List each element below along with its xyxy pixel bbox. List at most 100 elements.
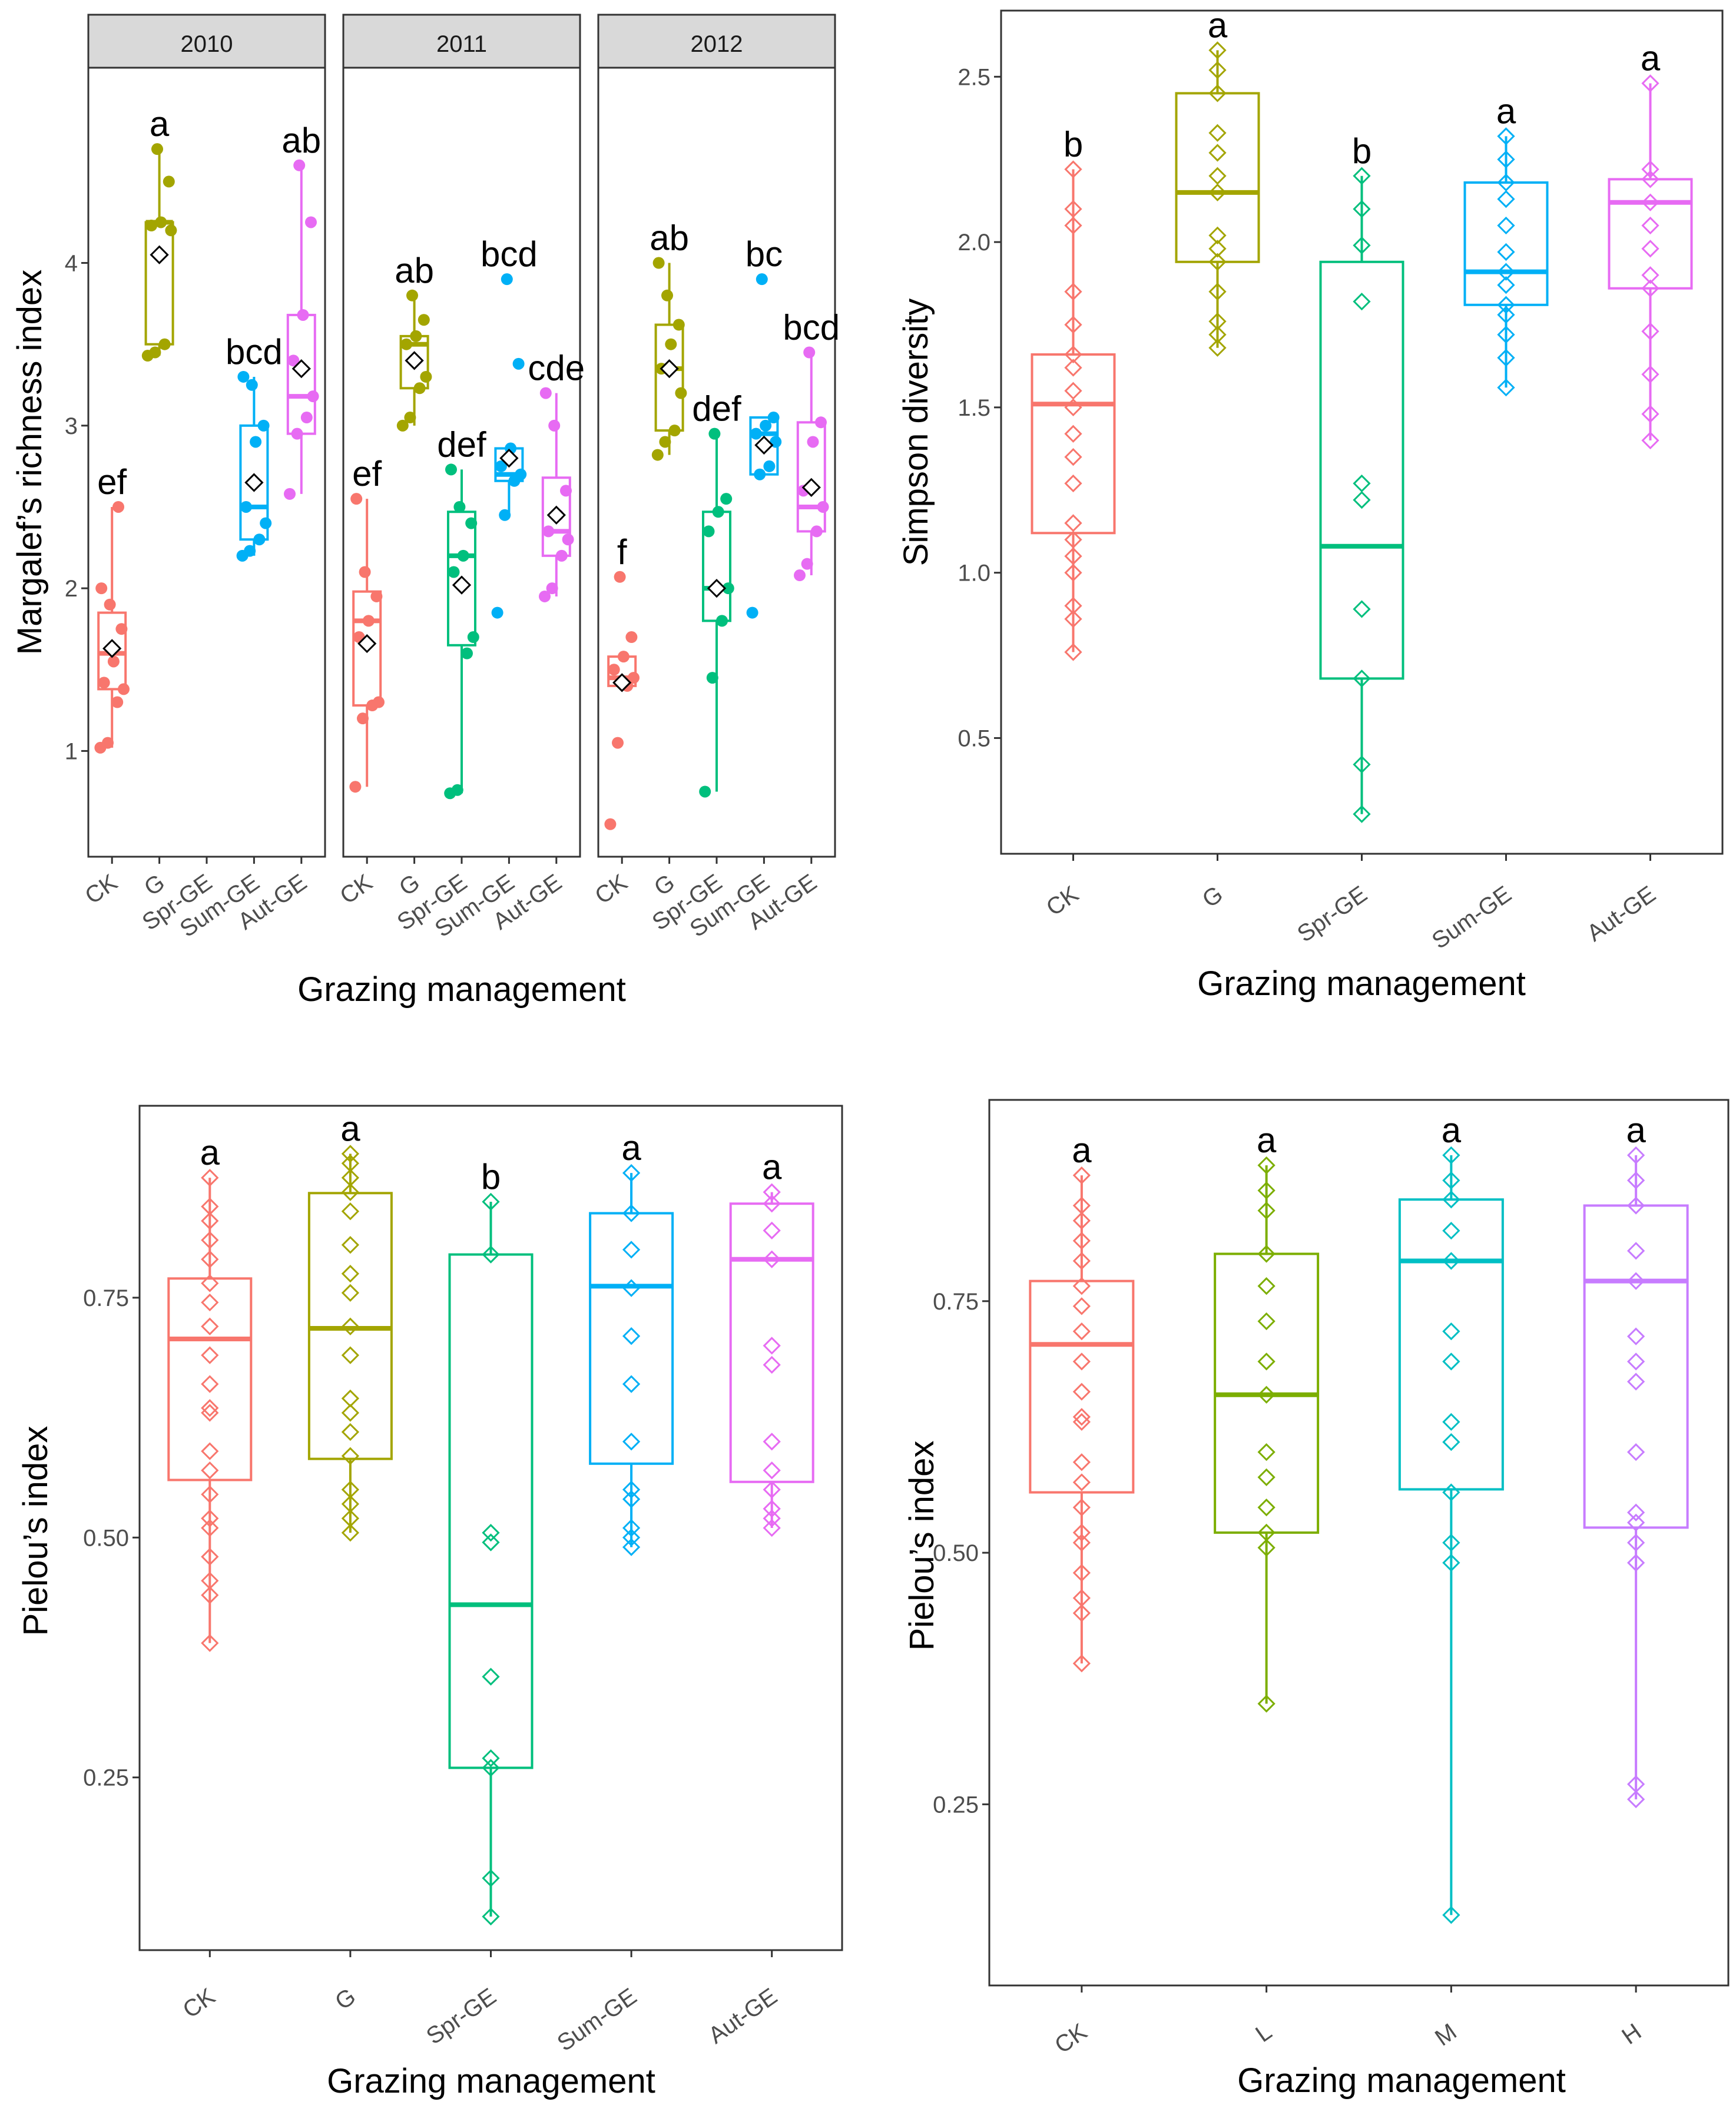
data-point [756, 273, 768, 286]
y-tick-label: 2.5 [958, 64, 990, 90]
significance-letter: a [1626, 1110, 1646, 1150]
significance-letter: a [1442, 1110, 1462, 1150]
data-point [1072, 1533, 1091, 1552]
data-point [1257, 1443, 1276, 1461]
data-point [1257, 1201, 1276, 1220]
box-group: ab [650, 218, 689, 461]
mean-marker [612, 673, 632, 692]
data-point [482, 1869, 500, 1887]
significance-letter: ab [395, 251, 434, 290]
plot-panel: 0.25 0.50 0.75 CK G Spr-GE Sum-GE Aut-GE a a b a a [83, 1105, 843, 2056]
data-point [151, 143, 163, 155]
significance-letter: a [1072, 1131, 1092, 1170]
x-tick-label: Aut-GE [1582, 881, 1661, 946]
data-point [1072, 1499, 1091, 1517]
data-point [1641, 322, 1659, 340]
data-point [201, 1399, 219, 1417]
data-point [622, 1519, 641, 1537]
data-point [445, 463, 457, 476]
data-point [1208, 312, 1227, 330]
x-axis-title: Grazing management [1237, 2061, 1566, 2100]
box [1583, 1204, 1689, 1529]
data-point [112, 500, 124, 513]
significance-letter: ef [97, 462, 127, 502]
data-point [501, 273, 513, 286]
facet-strip [342, 14, 581, 69]
y-tick-label: 0.50 [933, 1540, 979, 1566]
data-point [341, 1447, 360, 1465]
data-point [622, 1163, 641, 1182]
data-point [763, 1461, 781, 1480]
data-point [1072, 1473, 1091, 1491]
data-point [1257, 1539, 1276, 1557]
data-point [604, 818, 617, 830]
data-point [1627, 1196, 1645, 1215]
data-point [746, 606, 758, 619]
data-point [201, 1346, 219, 1364]
data-point [763, 1480, 781, 1499]
significance-letter: a [762, 1148, 782, 1187]
x-tick-label: Sum-GE [552, 1983, 641, 2056]
data-point [1072, 1604, 1091, 1622]
data-point [807, 436, 819, 448]
data-point [1064, 610, 1082, 628]
data-point [1442, 1554, 1460, 1572]
data-point [1072, 1196, 1091, 1215]
box [1029, 1279, 1135, 1494]
x-tick-label: M [1430, 2018, 1462, 2051]
data-point [1208, 183, 1227, 201]
plot-panel: 0.5 1.0 1.5 2.0 2.5 CK G Spr-GE Sum-GE Aut-GE b a b a… [958, 5, 1724, 954]
data-point [350, 493, 363, 505]
data-point [1627, 1533, 1645, 1552]
data-point [622, 1433, 641, 1451]
data-point [622, 1538, 641, 1556]
y-tick-label: 4 [65, 251, 78, 277]
data-point [457, 549, 469, 562]
x-axis-title: Grazing management [1197, 964, 1526, 1003]
x-tick-label: Spr-GE [1293, 881, 1371, 947]
data-point [622, 1279, 641, 1297]
data-point [767, 412, 780, 424]
data-point [341, 1480, 360, 1499]
data-point [1072, 1297, 1091, 1315]
data-point [665, 338, 677, 350]
data-point [1442, 1146, 1460, 1165]
data-point [104, 598, 116, 611]
data-point [201, 1461, 219, 1480]
y-tick-label: 0.75 [83, 1285, 129, 1311]
data-point [1627, 1503, 1645, 1521]
data-point [703, 525, 715, 538]
data-point [1208, 84, 1227, 102]
y-tick-label: 2.0 [958, 230, 990, 256]
data-point [1257, 1468, 1276, 1487]
data-point [1257, 1695, 1276, 1713]
data-point [396, 419, 409, 432]
data-point [651, 449, 664, 461]
data-point [1072, 1453, 1091, 1471]
data-point [763, 1519, 781, 1537]
data-point [539, 590, 551, 602]
data-point [1627, 1327, 1645, 1345]
box [589, 1212, 674, 1465]
data-point [1627, 1352, 1645, 1371]
data-point [1353, 474, 1371, 493]
x-axis-title: Grazing management [297, 970, 626, 1009]
data-point [482, 1524, 500, 1542]
mean-marker [150, 245, 169, 264]
mean-marker [357, 634, 377, 654]
data-point [1442, 1252, 1460, 1270]
data-point [652, 257, 665, 269]
data-point [1641, 160, 1659, 178]
data-point [1257, 1385, 1276, 1404]
x-tick-label: Spr-GE [422, 1983, 501, 2050]
data-point [1064, 514, 1082, 532]
data-point [1064, 283, 1082, 301]
data-point [1072, 1352, 1091, 1371]
data-point [763, 1337, 781, 1355]
data-point [1072, 1523, 1091, 1542]
data-point [341, 1169, 360, 1187]
data-point [145, 220, 158, 231]
data-point [406, 289, 418, 301]
